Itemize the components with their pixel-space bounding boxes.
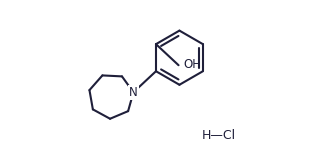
Text: N: N [129,86,138,99]
Text: H—Cl: H—Cl [202,129,236,142]
Text: OH: OH [184,58,202,71]
